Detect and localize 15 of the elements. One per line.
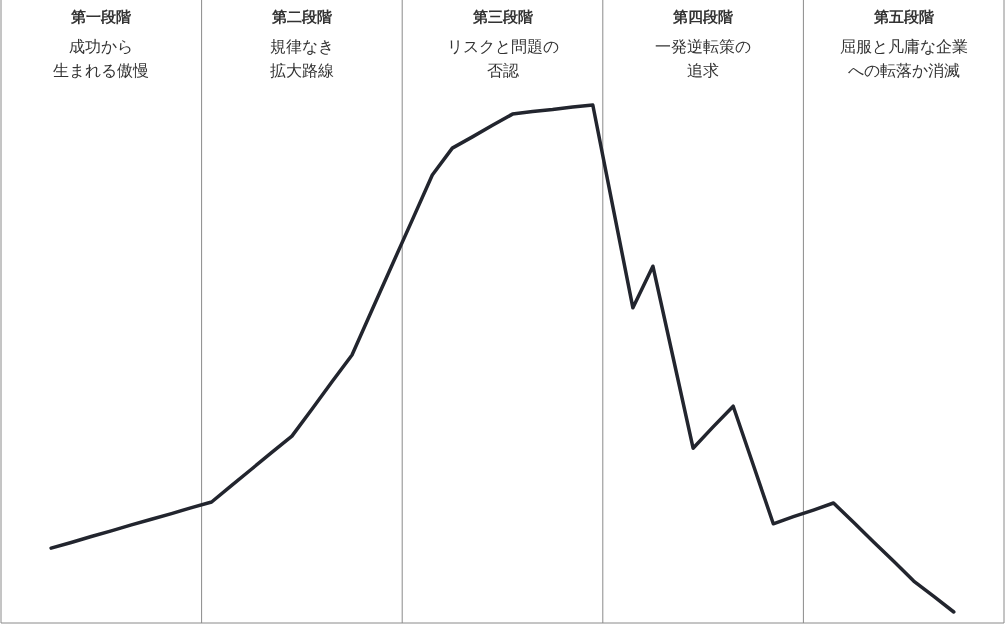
text: 否認 [486, 61, 519, 80]
text: 第三段階 [471, 8, 534, 26]
text: 第二段階 [270, 8, 333, 26]
text: 規律なき [269, 37, 334, 56]
text: 第五段階 [872, 8, 935, 26]
text: 屈服と凡庸な企業 [839, 37, 968, 56]
text: 拡大路線 [269, 61, 334, 80]
text: 成功から [69, 37, 134, 56]
text: への転落か消滅 [847, 61, 960, 80]
text: 第一段階 [70, 8, 133, 26]
text: 一発逆転策の [655, 37, 752, 56]
text: 生まれる傲慢 [53, 61, 150, 80]
text: リスクと問題の [446, 37, 559, 56]
text: 追求 [687, 61, 720, 80]
text: 第四段階 [672, 8, 735, 26]
